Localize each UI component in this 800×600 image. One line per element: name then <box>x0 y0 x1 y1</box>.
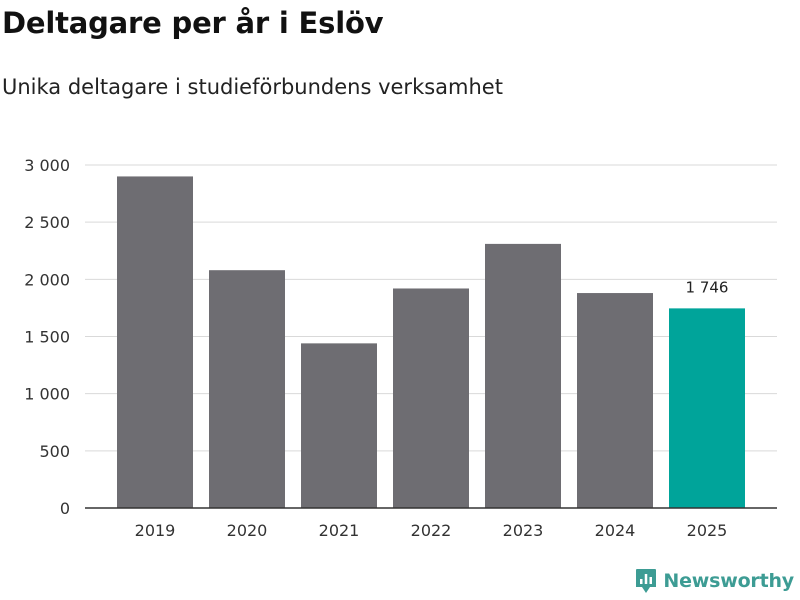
x-tick-label: 2022 <box>411 521 452 540</box>
x-tick-label: 2021 <box>319 521 360 540</box>
chart-title: Deltagare per år i Eslöv <box>2 6 384 40</box>
bar <box>117 176 193 508</box>
y-tick-label: 1 500 <box>24 328 70 347</box>
newsworthy-logo-text: Newsworthy <box>663 570 794 592</box>
y-tick-label: 2 000 <box>24 270 70 289</box>
data-label: 1 746 <box>686 278 729 296</box>
newsworthy-logo-icon <box>636 569 657 593</box>
bar <box>577 293 653 508</box>
y-tick-label: 1 000 <box>24 385 70 404</box>
x-tick-label: 2025 <box>687 521 728 540</box>
y-tick-label: 3 000 <box>24 156 70 175</box>
bar <box>301 343 377 508</box>
bar <box>669 308 745 508</box>
y-tick-label: 500 <box>39 442 70 461</box>
chart-subtitle: Unika deltagare i studieförbundens verks… <box>2 75 503 99</box>
bar <box>485 243 561 508</box>
x-tick-label: 2024 <box>595 521 636 540</box>
bar <box>209 270 285 508</box>
bar <box>393 288 469 508</box>
x-tick-label: 2023 <box>503 521 544 540</box>
newsworthy-logo: Newsworthy <box>635 568 794 594</box>
y-tick-label: 0 <box>60 499 70 518</box>
y-tick-label: 2 500 <box>24 213 70 232</box>
x-tick-label: 2019 <box>135 521 176 540</box>
x-tick-label: 2020 <box>227 521 268 540</box>
